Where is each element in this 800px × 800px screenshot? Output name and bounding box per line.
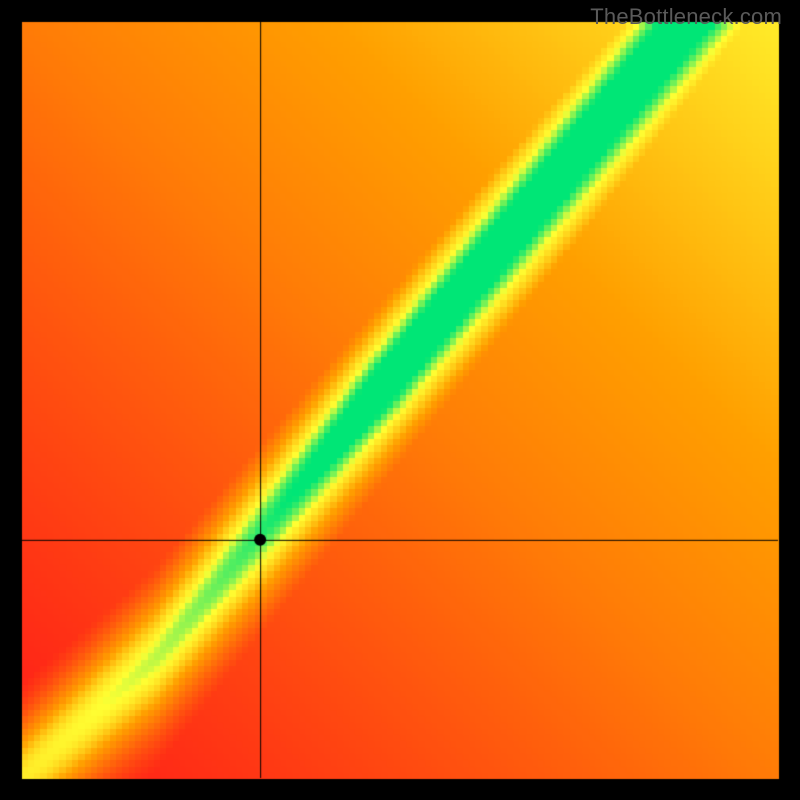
chart-container: TheBottleneck.com — [0, 0, 800, 800]
watermark-text: TheBottleneck.com — [590, 4, 782, 30]
heatmap-canvas — [0, 0, 800, 800]
